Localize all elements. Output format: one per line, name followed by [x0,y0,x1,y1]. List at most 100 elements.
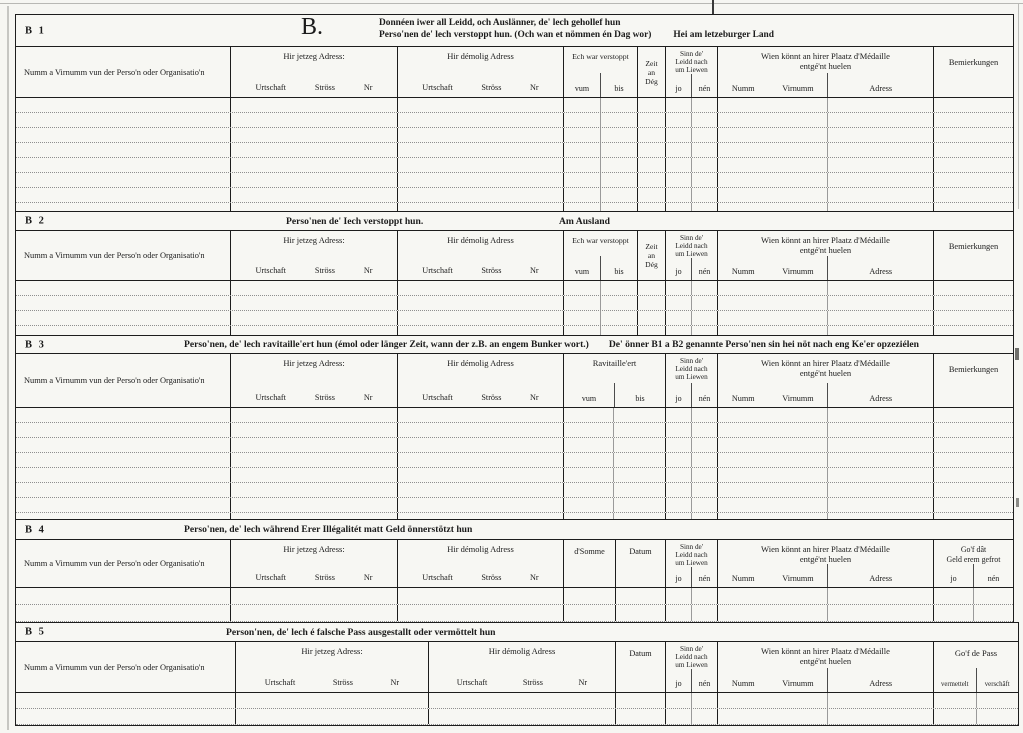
cell [718,203,828,217]
cell [564,113,601,127]
table-row [16,423,1013,438]
cell [692,498,718,512]
cell [934,423,1013,437]
cell [601,326,638,340]
cell [616,588,666,604]
subcol-nr: Nr [390,678,400,687]
cell [564,588,616,604]
table-row [16,143,1013,158]
cell [16,709,236,724]
cell [718,605,828,621]
cell [16,173,231,187]
cell [398,311,564,325]
cell [934,98,1013,112]
cell [692,98,718,112]
section-b3-note: De' önner B1 a B2 genannte Perso'nen sin… [608,339,919,350]
subcol-stross: Ströss [314,573,335,582]
wien-label: Wien könnt an hirer Plaatz d'Médaille en… [761,544,890,564]
subcol-stross: Ströss [481,573,502,582]
section-b3: B 3 Perso'nen, de' lech ravitaille'ert h… [15,335,1014,529]
cell [718,173,828,187]
subcol-numm: Numm [731,394,755,403]
cell [231,483,398,497]
verstoppt-label: Ech war verstoppt [572,52,629,61]
subcol-stross: Ströss [314,83,335,92]
cell [16,296,231,310]
cell [16,483,231,497]
scan-artifact [1016,498,1019,507]
zeit-label: an [647,67,656,77]
col-header-wien: Wien könnt an hirer Plaatz d'Médaille en… [718,47,934,97]
table-row [16,296,1013,311]
table-row [16,605,1013,622]
cell [718,453,828,467]
cell [614,468,666,482]
cell [934,281,1013,295]
col-header-name-label: Numm a Virnumm vun der Perso'n oder Orga… [24,67,205,77]
subcol-numm-virnumm: Numm Virnumm [718,73,827,97]
col-header-wien: Wien könnt an hirer Plaatz d'Médaille en… [718,642,934,692]
cell [16,143,231,157]
cell [977,709,1018,724]
scan-line-fragment [712,0,714,14]
cell [564,483,614,497]
table-row [16,588,1013,605]
col-header-bemierkungen: Bemierkungen [948,365,999,374]
cell [398,203,564,217]
cell [692,453,718,467]
cell [564,203,601,217]
section-b4: B 4 Perso'nen, de' lech während Erer Ill… [15,519,1014,623]
wien-label: Wien könnt an hirer Plaatz d'Médaille en… [761,235,890,255]
cell [564,98,601,112]
cell [828,605,934,621]
cell [718,423,828,437]
cell [934,498,1013,512]
cell [231,468,398,482]
cell [828,423,934,437]
subcol-bis: bis [614,383,665,407]
cell [828,281,934,295]
section-b2-bar: B 2 Perso'nen de' Iech verstoppt hun. Am… [15,211,1014,231]
cell [638,281,666,295]
section-big-letter: B. [301,14,324,40]
cell [231,408,398,422]
subcol-jo: jo [675,267,682,276]
subcol-nr: Nr [530,573,539,582]
cell [666,605,692,621]
cell [934,296,1013,310]
cell [828,188,934,202]
cell [692,281,718,295]
cell [231,128,398,142]
section-id-b5: B 5 [25,626,46,638]
col-header-zeit: Zeit an Dég [638,231,666,280]
jetzeg-adress-label: Hir jetzeg Adress: [283,235,345,245]
subcol-urtschaft: Urtschaft [422,266,453,275]
cell [666,158,692,172]
section-b4-title: Perso'nen, de' lech während Erer Illégal… [184,524,473,535]
cell [718,408,828,422]
verstoppt-label: Ech war verstoppt [572,236,629,245]
cell [638,113,666,127]
subcol-numm: Numm [731,679,755,688]
sinn-label: Sinn de' Leidd nach um Liewen [675,234,708,258]
cell [16,98,231,112]
cell [16,693,236,708]
cell [718,468,828,482]
subcol-jo: jo [675,394,682,403]
table-row [16,693,1018,709]
subcol-nen: nén [691,258,717,280]
subcol-jo: jo [675,574,682,583]
cell [398,605,564,621]
col-header-demolig-adress: Hir démolig Adress Urtschaft Ströss Nr [398,354,564,407]
col-header-datum: Datum [616,540,666,587]
cell [601,173,638,187]
cell [616,605,666,621]
cell [16,588,231,604]
cell [398,438,564,452]
subcol-nr: Nr [530,83,539,92]
cell [828,311,934,325]
cell [564,468,614,482]
subcol-urtschaft: Urtschaft [255,573,286,582]
cell [16,408,231,422]
